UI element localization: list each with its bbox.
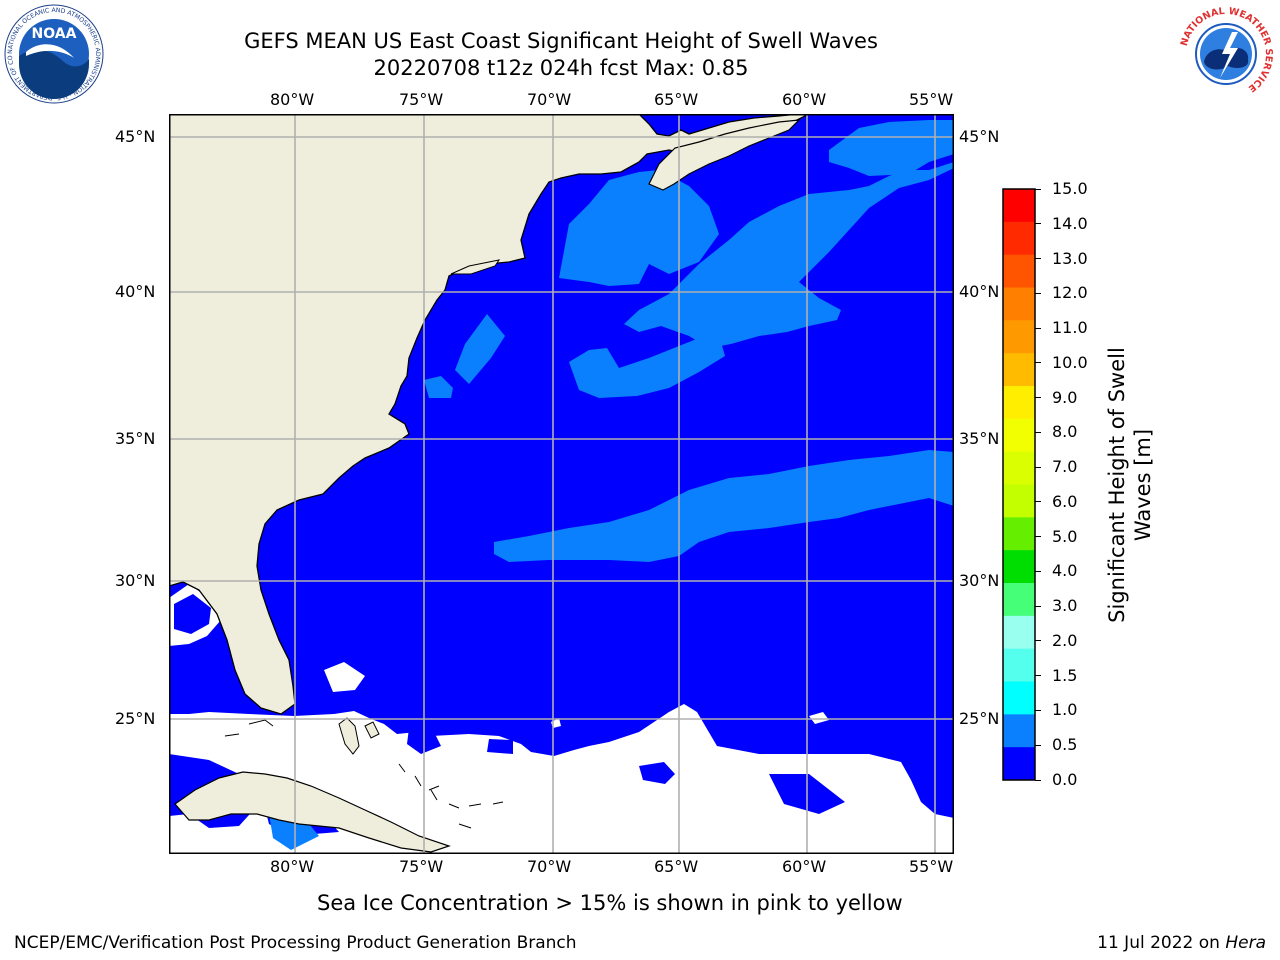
footer-host: Hera	[1225, 933, 1266, 953]
swell-region-south-of-ne	[569, 338, 725, 398]
colorbar-tick	[1035, 223, 1041, 225]
colorbar-tick	[1035, 501, 1041, 503]
lat-tick-right-35n: 35°N	[959, 429, 1000, 448]
lon-tick-top-65w: 65°W	[654, 90, 699, 109]
lon-tick-bottom-70w: 70°W	[527, 857, 572, 876]
colorbar-tick-label: 7.0	[1052, 457, 1078, 477]
lat-tick-left-40n: 40°N	[115, 282, 156, 301]
colorbar-segment	[1003, 320, 1035, 354]
colorbar-segment	[1003, 681, 1035, 715]
map-frame	[169, 114, 954, 854]
lat-tick-left-45n: 45°N	[115, 127, 156, 146]
colorbar-tick-label: 14.0	[1052, 213, 1088, 233]
land-cuba	[174, 771, 451, 853]
colorbar-segment	[1003, 189, 1035, 223]
colorbar-tick-label: 12.0	[1052, 283, 1088, 303]
lon-tick-bottom-65w: 65°W	[654, 857, 699, 876]
lon-tick-top-70w: 70°W	[527, 90, 572, 109]
swell-region-midatlantic	[455, 314, 505, 384]
colorbar-segment	[1003, 484, 1035, 518]
colorbar-tick	[1035, 431, 1041, 433]
colorbar-tick	[1035, 292, 1041, 294]
colorbar-tick-label: 15.0	[1052, 179, 1088, 198]
colorbar-tick-label: 1.0	[1052, 700, 1078, 720]
colorbar-tick	[1035, 258, 1041, 260]
colorbar-tick-label: 6.0	[1052, 491, 1078, 511]
colorbar-tick	[1035, 640, 1041, 642]
swell-region-central	[494, 450, 954, 562]
colorbar-tick	[1035, 605, 1041, 607]
colorbar-tick-label: 5.0	[1052, 526, 1078, 546]
lon-tick-top-60w: 60°W	[782, 90, 827, 109]
colorbar-tick-label: 4.0	[1052, 561, 1078, 581]
lat-tick-right-40n: 40°N	[959, 282, 1000, 301]
colorbar-tick	[1035, 709, 1041, 711]
chart-title: GEFS MEAN US East Coast Significant Heig…	[244, 29, 878, 53]
colorbar-segment	[1003, 386, 1035, 420]
colorbar-tick	[1035, 779, 1041, 781]
map-gridlines	[169, 114, 954, 854]
lon-tick-bottom-60w: 60°W	[782, 857, 827, 876]
colorbar-tick	[1035, 397, 1041, 399]
colorbar-tick	[1035, 362, 1041, 364]
colorbar-tick-label: 3.0	[1052, 596, 1078, 616]
lon-tick-top-55w: 55°W	[909, 90, 954, 109]
colorbar-segment	[1003, 254, 1035, 288]
chart-subtitle: 20220708 t12z 024h fcst Max: 0.85	[373, 56, 749, 80]
swell-height-map	[169, 114, 954, 854]
colorbar-segment	[1003, 583, 1035, 617]
colorbar-segment	[1003, 418, 1035, 453]
colorbar	[1002, 188, 1036, 781]
colorbar-tick-label: 2.0	[1052, 630, 1078, 650]
colorbar-tick	[1035, 188, 1041, 190]
colorbar-tick-label: 8.0	[1052, 422, 1078, 442]
lat-tick-right-45n: 45°N	[959, 127, 1000, 146]
lat-tick-left-30n: 30°N	[115, 571, 156, 590]
colorbar-tick	[1035, 466, 1041, 468]
colorbar-segment	[1003, 747, 1035, 781]
colorbar-tick-label: 13.0	[1052, 248, 1088, 268]
colorbar-segment	[1003, 615, 1035, 650]
colorbar-tick-label: 0.5	[1052, 735, 1078, 755]
colorbar-segment	[1003, 550, 1035, 584]
nws-logo: NATIONAL WEATHER SERVICE	[1177, 5, 1275, 103]
lon-tick-top-75w: 75°W	[399, 90, 444, 109]
lat-tick-left-35n: 35°N	[115, 429, 156, 448]
lat-tick-right-30n: 30°N	[959, 571, 1000, 590]
colorbar-tick	[1035, 327, 1041, 329]
land-us-east-coast	[169, 114, 810, 715]
swell-region-offshore-nc	[424, 376, 453, 398]
colorbar-segment	[1003, 451, 1035, 485]
colorbar-tick-label: 11.0	[1052, 318, 1088, 338]
colorbar-tick-label: 9.0	[1052, 387, 1078, 407]
footer-right: 11 Jul 2022 on Hera	[1097, 933, 1266, 953]
colorbar-tick	[1035, 675, 1041, 677]
noaa-logo: NATIONAL OCEANIC AND ATMOSPHERIC ADMINIS…	[4, 4, 104, 104]
swell-region-northeast	[624, 162, 954, 348]
colorbar-segment	[1003, 517, 1035, 551]
lon-tick-bottom-75w: 75°W	[399, 857, 444, 876]
lat-tick-right-25n: 25°N	[959, 709, 1000, 728]
colorbar-segment	[1003, 353, 1035, 387]
lon-tick-top-80w: 80°W	[270, 90, 315, 109]
sea-ice-caption: Sea Ice Concentration > 15% is shown in …	[317, 891, 903, 915]
footer-date: 11 Jul 2022 on	[1097, 933, 1226, 953]
lon-tick-bottom-55w: 55°W	[909, 857, 954, 876]
colorbar-segment	[1003, 714, 1035, 748]
colorbar-tick-label: 10.0	[1052, 352, 1088, 372]
lat-tick-left-25n: 25°N	[115, 709, 156, 728]
colorbar-tick-label: 0.0	[1052, 770, 1078, 789]
footer-left: NCEP/EMC/Verification Post Processing Pr…	[14, 933, 577, 953]
colorbar-segment	[1003, 287, 1035, 321]
swell-region-northeast-top	[829, 120, 954, 176]
colorbar-segment	[1003, 221, 1035, 256]
colorbar-tick	[1035, 744, 1041, 746]
lon-tick-bottom-80w: 80°W	[270, 857, 315, 876]
colorbar-tick-label: 1.5	[1052, 665, 1078, 685]
colorbar-segment	[1003, 648, 1035, 682]
colorbar-tick	[1035, 570, 1041, 572]
svg-text:NOAA: NOAA	[32, 26, 77, 42]
colorbar-tick	[1035, 536, 1041, 538]
